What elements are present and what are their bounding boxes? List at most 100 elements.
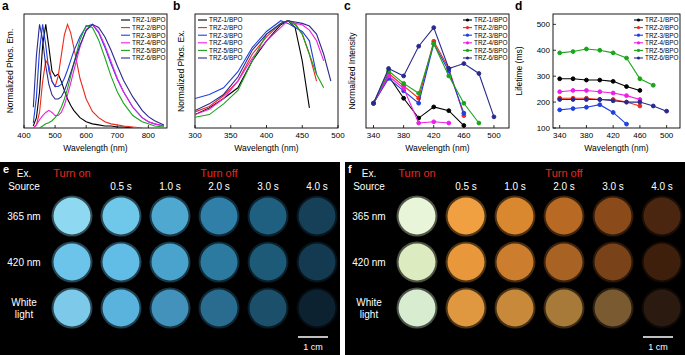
series-marker bbox=[651, 104, 655, 108]
series-line bbox=[560, 98, 640, 106]
y-tick bbox=[553, 76, 556, 77]
row-label: 365 nm bbox=[7, 211, 40, 222]
series-marker bbox=[598, 98, 602, 102]
series-marker bbox=[638, 77, 642, 81]
sample-glow bbox=[593, 288, 634, 329]
sample-glow bbox=[495, 288, 536, 329]
series-marker bbox=[571, 98, 575, 102]
sample-glow bbox=[297, 196, 338, 237]
series-marker bbox=[372, 101, 376, 105]
y-tick-label: 200 bbox=[537, 98, 551, 107]
x-tick bbox=[373, 125, 374, 128]
x-tick-label: 600 bbox=[79, 131, 93, 140]
sample-disc bbox=[497, 290, 534, 327]
series-marker bbox=[598, 103, 602, 107]
chart-panel: 340380420460500Wavelength (nm)Normalized… bbox=[344, 0, 509, 153]
series-marker bbox=[447, 121, 451, 125]
row-label-line: 420 nm bbox=[352, 257, 385, 268]
sample-disc bbox=[250, 290, 287, 327]
legend-label: TRZ-3/BPO bbox=[474, 32, 507, 39]
legend: TRZ-1/BPOTRZ-2/BPOTRZ-3/BPOTRZ-4/BPOTRZ-… bbox=[121, 16, 165, 61]
sample-disc bbox=[299, 198, 336, 235]
time-label: 1.0 s bbox=[159, 181, 181, 192]
series-line bbox=[374, 76, 464, 126]
legend-swatch bbox=[121, 35, 130, 36]
sample-glow bbox=[544, 288, 585, 329]
series-marker bbox=[585, 98, 589, 102]
x-tick bbox=[266, 125, 267, 128]
series-line bbox=[195, 21, 317, 112]
sample-glow bbox=[52, 196, 93, 237]
series-marker bbox=[611, 91, 615, 95]
source-label: Ex.Source bbox=[8, 168, 40, 192]
plot-frame bbox=[366, 14, 509, 128]
series-marker bbox=[432, 42, 436, 46]
legend: TRZ-1/BPOTRZ-2/BPOTRZ-3/BPOTRZ-4/BPOTRZ-… bbox=[634, 16, 678, 61]
x-tick bbox=[403, 125, 404, 128]
series-marker bbox=[417, 101, 421, 105]
sample-glow bbox=[593, 196, 634, 237]
legend-marker bbox=[637, 18, 640, 21]
scale-bar bbox=[298, 336, 328, 338]
legend-label: TRZ-1/BPO bbox=[645, 16, 678, 23]
sample-disc bbox=[399, 290, 436, 327]
sample-glow bbox=[248, 242, 289, 283]
panel-letter: e bbox=[3, 163, 9, 175]
photo-panel: fEx.SourceTurn onTurn off0.5 s1.0 s2.0 s… bbox=[345, 162, 685, 355]
legend-marker bbox=[637, 41, 640, 44]
y-tick bbox=[553, 102, 556, 103]
x-tick-label: 500 bbox=[331, 131, 345, 140]
sample-glow bbox=[52, 288, 93, 329]
sample-disc bbox=[448, 198, 485, 235]
sample-disc bbox=[399, 198, 436, 235]
x-axis-label: Wavelength (nm) bbox=[234, 143, 299, 153]
x-tick bbox=[666, 125, 667, 128]
row-label-line: White bbox=[356, 297, 382, 308]
time-label: 1.0 s bbox=[504, 181, 526, 192]
data-layer bbox=[195, 21, 331, 118]
legend-label: TRZ-6/BPO bbox=[132, 54, 165, 61]
source-label-line: Ex. bbox=[17, 168, 31, 179]
x-tick bbox=[338, 125, 339, 128]
row-label: Whitelight bbox=[356, 297, 382, 320]
sample-disc bbox=[201, 198, 238, 235]
legend-swatch bbox=[121, 57, 130, 58]
sample-disc bbox=[201, 244, 238, 281]
legend-label: TRZ-2/BPO bbox=[645, 24, 678, 31]
panel-letter: d bbox=[515, 0, 522, 13]
sample-glow bbox=[101, 196, 142, 237]
chart-panel: 400500600700800Wavelength (nm)Normalized… bbox=[2, 0, 167, 153]
series-marker bbox=[651, 83, 655, 87]
series-marker bbox=[558, 98, 562, 102]
legend-label: TRZ-4/BPO bbox=[645, 39, 678, 46]
legend-label: TRZ-6/BPO bbox=[474, 54, 507, 61]
row-label: 365 nm bbox=[352, 211, 385, 222]
x-tick bbox=[148, 125, 149, 128]
x-tick-label: 400 bbox=[260, 131, 274, 140]
sample-disc bbox=[448, 244, 485, 281]
series-marker bbox=[611, 111, 615, 115]
series-marker bbox=[571, 50, 575, 54]
sample-disc bbox=[103, 198, 140, 235]
y-axis-label: Normalized Phos. Em. bbox=[5, 29, 15, 114]
legend-label: TRZ-5/BPO bbox=[132, 47, 165, 54]
x-tick-label: 350 bbox=[224, 131, 238, 140]
sample-glow bbox=[495, 196, 536, 237]
sample-disc bbox=[644, 290, 681, 327]
sample-glow bbox=[297, 288, 338, 329]
legend-label: TRZ-1/BPO bbox=[132, 16, 165, 23]
sample-glow bbox=[199, 196, 240, 237]
series-marker bbox=[571, 77, 575, 81]
x-tick bbox=[24, 125, 25, 128]
sample-glow bbox=[248, 288, 289, 329]
legend-swatch bbox=[198, 27, 207, 28]
x-tick bbox=[493, 125, 494, 128]
photo-background bbox=[345, 162, 685, 355]
series-marker bbox=[598, 90, 602, 94]
series-line bbox=[195, 21, 309, 115]
sample-glow bbox=[544, 242, 585, 283]
series-marker bbox=[611, 79, 615, 83]
x-tick-label: 420 bbox=[606, 131, 620, 140]
sample-disc bbox=[103, 290, 140, 327]
series-marker bbox=[665, 109, 669, 113]
